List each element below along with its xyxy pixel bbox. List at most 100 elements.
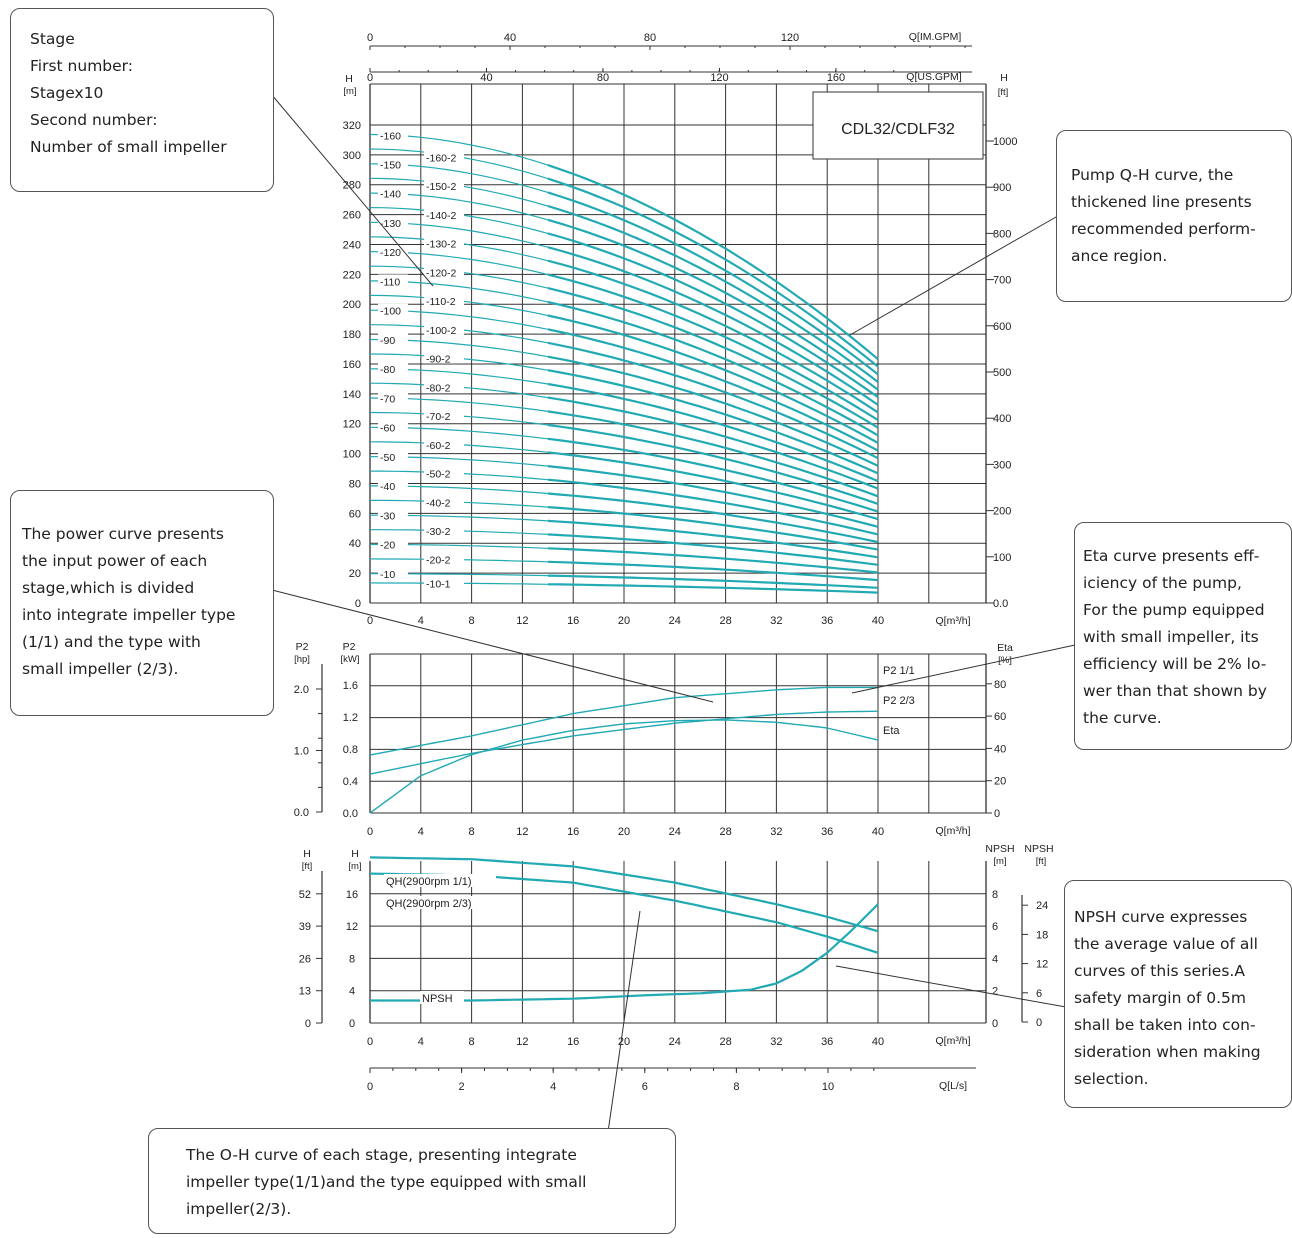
qh-stage-curve-recommended — [547, 423, 879, 505]
qh-y-tick-label: 120 — [343, 419, 361, 431]
qh-1-1-label: QH(2900rpm 1/1) — [386, 876, 472, 888]
qh-y-tick-label: 0 — [355, 598, 361, 610]
npsh-ft-tick-label: 6 — [1036, 988, 1042, 1000]
stage-label: -120-2 — [426, 267, 457, 279]
callout-line: Number of small impeller — [30, 138, 227, 156]
stage-label-bg — [378, 537, 408, 550]
ls-tick-label: 10 — [822, 1081, 834, 1093]
qh-stage-curve-recommended — [547, 451, 879, 521]
qh-x-tick-label: 16 — [567, 615, 579, 627]
npsh-ft-tick-label: 24 — [1036, 900, 1048, 912]
qh-y-tick-label: 140 — [343, 389, 361, 401]
qh-right-axis-unit: [ft] — [998, 87, 1009, 98]
power-x-tick-label: 36 — [821, 826, 833, 838]
power-x-tick-label: 28 — [719, 826, 731, 838]
npsh-ft-axis-unit: [ft] — [1036, 856, 1047, 867]
qh-x-tick-label: 32 — [770, 615, 782, 627]
callout-line: curves of this series.A — [1074, 962, 1245, 980]
power-x-tick-label: 4 — [418, 826, 424, 838]
npsh-x-tick-label: 20 — [618, 1036, 630, 1048]
qh-2900-curve — [369, 856, 879, 933]
qh-y-tick-label: 240 — [343, 239, 361, 251]
callout-line: small impeller (2/3). — [22, 660, 179, 678]
qh-stage-curve-recommended — [547, 259, 879, 414]
callout-line: wer than that shown by — [1083, 682, 1267, 700]
stage-label: -10-1 — [426, 578, 451, 590]
stage-label-bg — [424, 322, 464, 335]
qh-stage-curve-recommended — [547, 478, 879, 536]
qh-stage-curve-recommended — [547, 437, 879, 513]
stage-label-bg — [378, 186, 408, 199]
stage-label: -80-2 — [426, 382, 451, 394]
qh-y-tick-label: 260 — [343, 210, 361, 222]
callout-line: shall be taken into con- — [1074, 1016, 1256, 1034]
imgpm-tick-label: 40 — [504, 32, 516, 44]
stage-label: -40 — [380, 481, 395, 493]
stage-label: -90 — [380, 335, 395, 347]
imgpm-axis-label: Q[IM.GPM] — [909, 31, 962, 43]
stage-label-bg — [424, 466, 464, 479]
eta-tick-label: 0 — [994, 808, 1000, 820]
qh-stage-curve-recommended — [547, 492, 879, 544]
h-m-axis-title: H — [351, 848, 359, 860]
npsh-m-axis-title: NPSH — [985, 843, 1014, 855]
stage-label-bg — [378, 420, 408, 433]
qh-stage-curve-recommended — [547, 300, 879, 437]
qh-x-tick-label: 20 — [618, 615, 630, 627]
stage-label: -100-2 — [426, 325, 457, 337]
qh-stage-curve-recommended — [547, 232, 879, 399]
stage-label: -50 — [380, 452, 395, 464]
stage-label-bg — [424, 524, 464, 537]
npsh-ft-axis-title: NPSH — [1024, 843, 1053, 855]
qh-right-tick-label: 600 — [993, 321, 1011, 333]
power-series-label: P2 1/1 — [883, 665, 915, 677]
qh-stage-curve-recommended — [547, 465, 879, 528]
qh-x-tick-label: 28 — [719, 615, 731, 627]
stage-label: -130-2 — [426, 239, 457, 251]
usgpm-tick-label: 80 — [597, 72, 609, 84]
callout-line: the input power of each — [22, 552, 208, 570]
eta-axis-title: Eta — [997, 642, 1013, 654]
stage-label: -60 — [380, 423, 395, 435]
hp-axis-title: P2 — [296, 641, 309, 653]
callout-line: safety margin of 0.5m — [1074, 989, 1246, 1007]
stage-label: -60-2 — [426, 440, 451, 452]
stage-label-bg — [424, 294, 464, 307]
qh-stage-curve-recommended — [547, 506, 879, 551]
h-m-tick-label: 0 — [349, 1018, 355, 1030]
h-ft-tick-label: 0 — [305, 1018, 311, 1030]
stage-label-bg — [424, 265, 464, 278]
stage-label-bg — [424, 576, 464, 589]
qh-curve-callout: Pump Q-H curve, the thickened line prese… — [1056, 130, 1292, 302]
power-x-tick-label: 20 — [618, 826, 630, 838]
npsh-label: NPSH — [422, 993, 453, 1005]
qh-right-axis-title: H — [1000, 72, 1008, 84]
qh-x-axis-label: Q[m³/h] — [935, 615, 970, 627]
usgpm-tick-label: 0 — [367, 72, 373, 84]
stage-label-bg — [378, 479, 408, 492]
callout-leader-line — [851, 644, 1076, 694]
stage-label: -70 — [380, 393, 395, 405]
npsh-x-tick-label: 24 — [669, 1036, 681, 1048]
callout-line: thickened line presents — [1071, 193, 1252, 211]
h-m-tick-label: 4 — [349, 986, 355, 998]
h-m-tick-label: 8 — [349, 953, 355, 965]
npsh-x-axis-label: Q[m³/h] — [935, 1035, 970, 1047]
qh-stage-curve-recommended — [547, 574, 879, 589]
qh-y-tick-label: 200 — [343, 299, 361, 311]
qh-right-tick-label: 1000 — [993, 136, 1017, 148]
qh-stage-curve-recommended — [547, 547, 879, 574]
qh-stage-curve-recommended — [547, 287, 879, 429]
callout-line: Eta curve presents eff- — [1083, 547, 1260, 565]
stage-label: -100 — [380, 306, 401, 318]
stage-label: -10 — [380, 569, 395, 581]
ls-tick-label: 0 — [367, 1081, 373, 1093]
stage-label: -40-2 — [426, 497, 451, 509]
h-m-tick-label: 16 — [346, 889, 358, 901]
qh-stage-curve-recommended — [547, 273, 879, 422]
ls-tick-label: 4 — [550, 1081, 556, 1093]
stage-label: -20 — [380, 540, 395, 552]
qh-x-tick-label: 0 — [367, 615, 373, 627]
callout-line: the curve. — [1083, 709, 1162, 727]
